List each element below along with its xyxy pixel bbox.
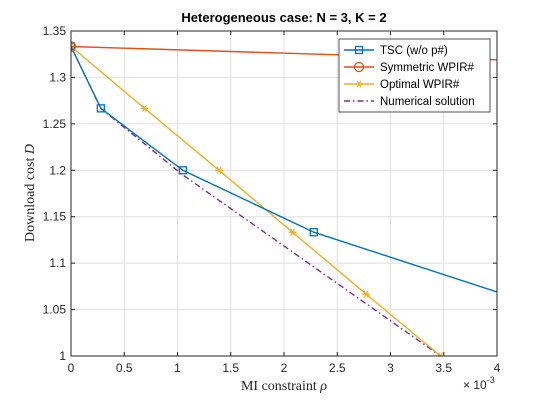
x-axis-label: MI constraint ρ (241, 379, 327, 394)
legend-label: Numerical solution (380, 96, 475, 108)
y-tick-label: 1.25 (43, 117, 67, 131)
data-point (71, 41, 77, 52)
axis-ticks: 0 0.5 1 1.5 2 2.5 3 3.5 4 1 1.05 1.1 1.15 1.2 1.25 1.3 1… (43, 24, 501, 375)
data-point (140, 104, 149, 112)
data-point (96, 104, 105, 113)
series-line (71, 46, 497, 293)
legend-box (338, 38, 491, 113)
y-tick-label: 1.1 (49, 256, 66, 270)
data-point (362, 290, 370, 298)
x-tick-label: 3.5 (435, 361, 452, 375)
y-tick-label: 1.3 (49, 70, 66, 84)
y-tick-label: 1.15 (43, 210, 67, 224)
x-tick-label: 0 (68, 361, 75, 375)
data-point (354, 45, 364, 55)
y-tick-label: 1.35 (43, 24, 67, 38)
series-2 (71, 42, 445, 356)
legend: TSC (w/o p#) Symmetric WPIR# Optimal WPIR#… (338, 38, 491, 113)
x-tick-label: 0.5 (116, 361, 133, 375)
legend-entry: TSC (w/o p#) (344, 45, 448, 57)
chart-title: Heterogeneous case: N = 3, K = 2 (181, 10, 386, 25)
y-tick-label: 1 (59, 349, 66, 363)
series-line (71, 45, 442, 356)
legend-label: Symmetric WPIR# (380, 62, 475, 74)
legend-entry: Numerical solution (344, 96, 475, 108)
legend-label: TSC (w/o p#) (380, 45, 448, 57)
y-tick-label: 1.2 (49, 163, 66, 177)
data-point (436, 352, 445, 356)
legend-entry: Optimal WPIR# (344, 79, 460, 91)
x-tick-label: 3 (387, 361, 394, 375)
x-tick-label: 1 (174, 361, 181, 375)
x-axis-exponent: × 10-3 (463, 375, 495, 392)
data-point (288, 228, 297, 236)
data-point (178, 166, 187, 175)
x-tick-label: 2 (281, 361, 288, 375)
data-point (215, 166, 223, 174)
data-point (355, 80, 363, 88)
y-tick-label: 1.05 (43, 303, 67, 317)
data-point (309, 228, 318, 237)
y-axis-label: Download cost D (23, 144, 38, 242)
x-tick-label: 1.5 (222, 361, 239, 375)
legend-label: Optimal WPIR# (380, 79, 460, 91)
x-tick-label: 4 (494, 361, 501, 375)
x-tick-label: 2.5 (329, 361, 346, 375)
legend-entry: Symmetric WPIR# (344, 61, 475, 74)
data-point (353, 61, 365, 73)
